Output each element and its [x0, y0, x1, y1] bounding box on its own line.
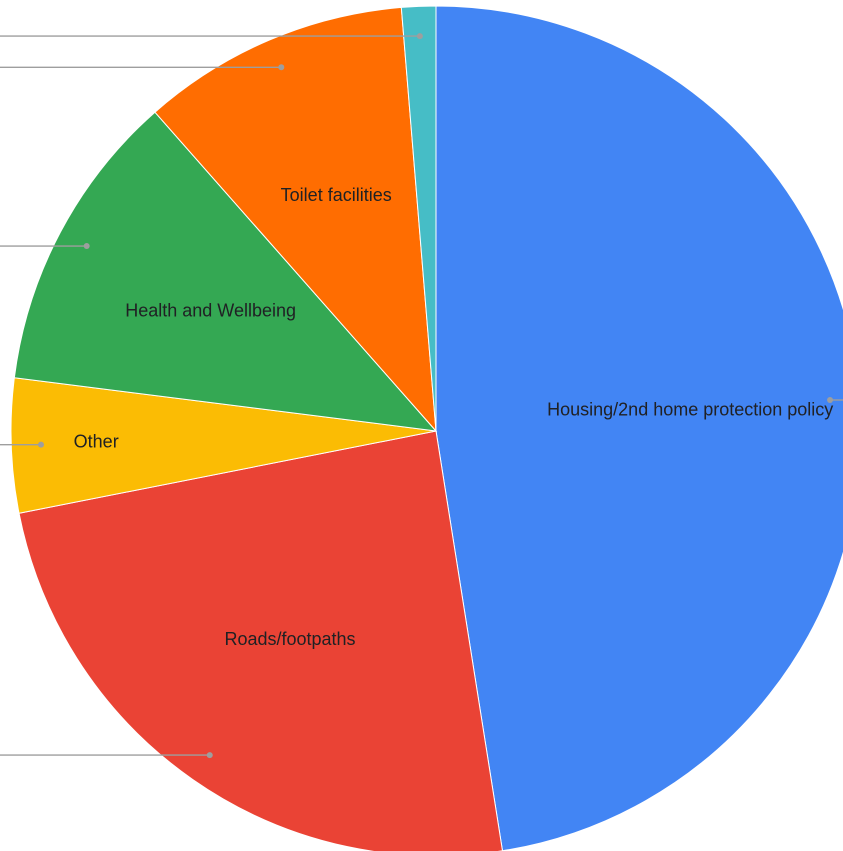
- slice-label-toilet-facilities: Toilet facilities: [281, 185, 392, 205]
- leader-dot-other: [37, 441, 44, 448]
- leader-dot-health-and-wellbeing: [83, 243, 90, 250]
- slice-label-health-and-wellbeing: Health and Wellbeing: [125, 300, 296, 320]
- pie-slice-toilet-facilities: [154, 6, 437, 433]
- pie-slice-slice-5: [400, 5, 437, 432]
- slice-label-other: Other: [74, 431, 119, 451]
- leader-lines-layer: [0, 33, 843, 759]
- pie-slice-roads-footpaths: [18, 430, 504, 851]
- pie-slice-housing-2nd-home-protection-policy: [435, 5, 843, 851]
- slice-label-housing-2nd-home-protection-policy: Housing/2nd home protection policy: [547, 400, 833, 420]
- leader-dot-toilet-facilities: [278, 64, 285, 71]
- labels-layer: Housing/2nd home protection policy Roads/…: [74, 185, 834, 649]
- leader-dot-housing-2nd-home-protection-policy: [827, 396, 834, 403]
- leader-dot-slice-5: [416, 33, 423, 40]
- slice-label-roads-footpaths: Roads/footpaths: [224, 629, 355, 649]
- leader-dot-roads-footpaths: [206, 752, 213, 759]
- pie-slice-health-and-wellbeing: [13, 111, 438, 432]
- slices-layer: [10, 5, 843, 851]
